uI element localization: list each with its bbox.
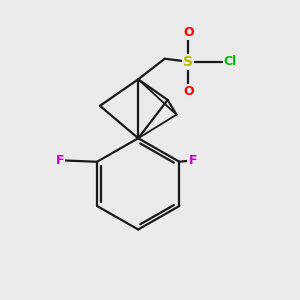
Text: F: F	[188, 154, 197, 167]
Text: O: O	[183, 26, 194, 39]
Text: O: O	[183, 85, 194, 98]
Text: Cl: Cl	[224, 55, 237, 68]
Text: S: S	[183, 55, 193, 69]
Text: F: F	[56, 154, 64, 167]
